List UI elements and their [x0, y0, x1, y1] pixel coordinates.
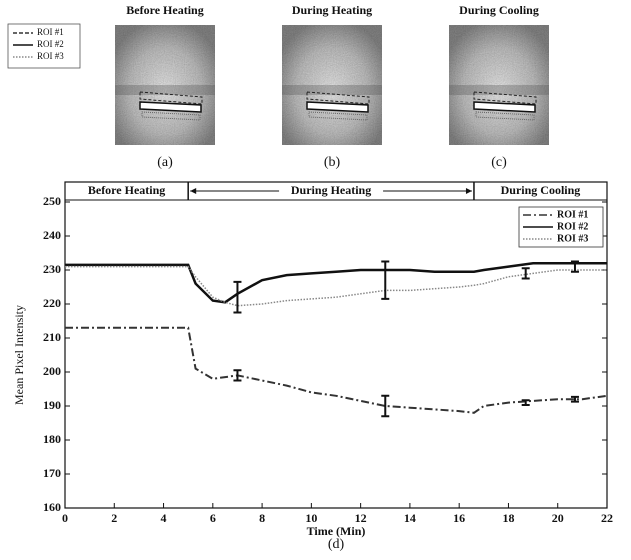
phase-label: Before Heating — [88, 183, 165, 197]
x-tick-label: 16 — [453, 511, 465, 525]
figure: ROI #1ROI #2ROI #3 Before Heating(a)Duri… — [0, 0, 631, 555]
y-tick-label: 170 — [43, 466, 61, 480]
y-tick-label: 210 — [43, 330, 61, 344]
legend-label: ROI #2 — [557, 221, 588, 232]
legend-label: ROI #1 — [37, 27, 64, 37]
legend-label: ROI #1 — [557, 209, 588, 220]
y-tick-label: 200 — [43, 364, 61, 378]
y-tick-label: 240 — [43, 228, 61, 242]
x-tick-label: 6 — [210, 511, 216, 525]
shadow-band — [449, 85, 549, 95]
panel-legend: ROI #1 ROI #2 ROI #3 — [8, 24, 80, 68]
chart: 160 170 180 190 200 210 220 230 240 250 0 2 4 6 8 10 12 1… — [12, 182, 613, 552]
x-tick-label: 14 — [404, 511, 416, 525]
legend-label: ROI #2 — [37, 39, 64, 49]
x-tick-label: 22 — [601, 511, 613, 525]
x-tick-label: 18 — [502, 511, 514, 525]
x-tick-label: 0 — [62, 511, 68, 525]
legend-label: ROI #3 — [557, 233, 588, 244]
x-tick-label: 12 — [355, 511, 367, 525]
y-tick-label: 220 — [43, 296, 61, 310]
panel-title: During Heating — [292, 3, 372, 17]
x-tick-label: 20 — [552, 511, 564, 525]
y-tick-label: 160 — [43, 500, 61, 514]
y-tick-label: 180 — [43, 432, 61, 446]
x-axis-label: Time (Min) — [307, 524, 366, 538]
y-tick-label: 230 — [43, 262, 61, 276]
panel-title: During Cooling — [459, 3, 539, 17]
panel-caption: (b) — [324, 155, 341, 170]
x-tick-label: 8 — [259, 511, 265, 525]
y-tick-label: 250 — [43, 194, 61, 208]
shadow-band — [115, 85, 215, 95]
x-tick-label: 4 — [161, 511, 167, 525]
x-tick-label: 2 — [111, 511, 117, 525]
x-tick-label: 10 — [305, 511, 317, 525]
legend-label: ROI #3 — [37, 51, 64, 61]
y-tick-label: 190 — [43, 398, 61, 412]
panels: Before Heating (a) During Heating (b) During… — [115, 3, 549, 170]
panel-caption: (c) — [491, 155, 507, 170]
shadow-band — [282, 85, 382, 95]
panel-caption: (a) — [157, 155, 173, 170]
chart-caption: (d) — [328, 537, 345, 552]
y-axis-label: Mean Pixel Intensity — [12, 305, 26, 405]
phase-label: During Cooling — [501, 183, 581, 197]
phase-label: During Heating — [291, 183, 371, 197]
error-bar — [522, 268, 530, 278]
panel-title: Before Heating — [126, 3, 203, 17]
error-bar — [381, 262, 389, 299]
